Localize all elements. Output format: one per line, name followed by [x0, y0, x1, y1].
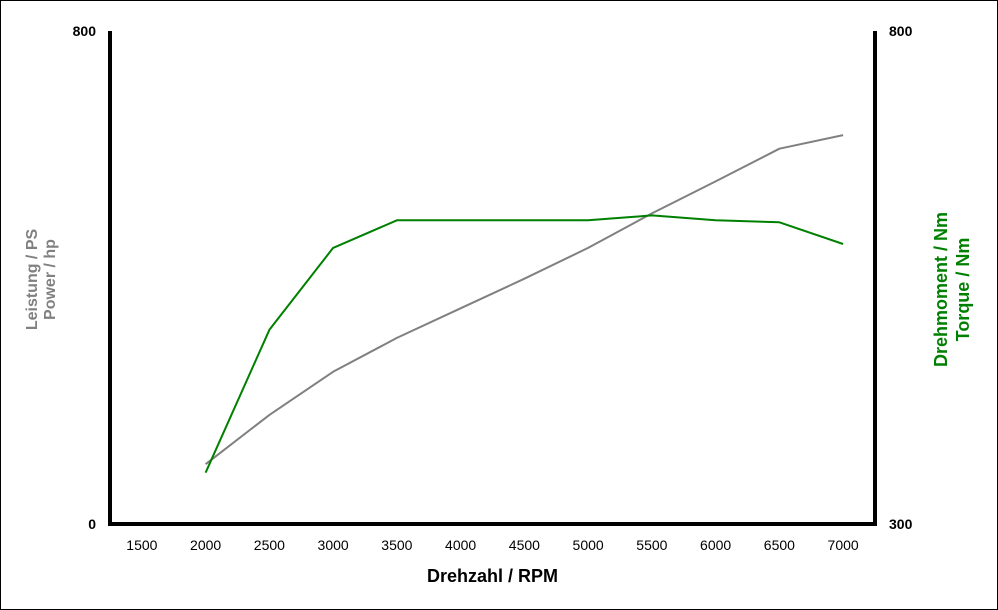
- series-lines: [204, 134, 844, 474]
- right-y-tick-label: 300: [889, 516, 913, 532]
- x-tick-label: 4000: [445, 537, 476, 553]
- x-tick-label: 5000: [573, 537, 604, 553]
- x-tick-label: 3000: [318, 537, 349, 553]
- right-y-tick-labels: 300 800: [889, 23, 913, 532]
- left-y-tick-label: 800: [73, 23, 97, 39]
- left-y-tick-labels: 0 800: [73, 23, 97, 532]
- right-y-tick-label: 800: [889, 23, 913, 39]
- x-axis-title: Drehzahl / RPM: [427, 566, 558, 586]
- x-tick-label: 4500: [509, 537, 540, 553]
- x-tick-label: 3500: [381, 537, 412, 553]
- x-tick-label: 6500: [764, 537, 795, 553]
- right-y-axis-title-line-2: Torque / Nm: [953, 238, 973, 342]
- x-tick-labels: 1500 2000 2500 3000 3500 4000 4500 5000 5500 6000…: [126, 537, 859, 553]
- x-tick-label: 6000: [700, 537, 731, 553]
- left-y-axis-title-line-2: Power / hp: [42, 239, 59, 320]
- power-series-line: [204, 134, 844, 465]
- x-tick-label: 1500: [126, 537, 157, 553]
- x-tick-label: 5500: [636, 537, 667, 553]
- x-tick-label: 2000: [190, 537, 221, 553]
- left-y-tick-label: 0: [88, 516, 96, 532]
- right-y-axis-title: Drehmoment / Nm Torque / Nm: [931, 212, 973, 367]
- torque-series-line: [204, 214, 844, 474]
- x-tick-label: 7000: [828, 537, 859, 553]
- right-y-axis-title-line-1: Drehmoment / Nm: [931, 212, 951, 367]
- left-y-axis-title-line-1: Leistung / PS: [24, 229, 41, 331]
- x-tick-label: 2500: [254, 537, 285, 553]
- axes: [108, 31, 877, 526]
- left-y-axis-title: Leistung / PS Power / hp: [24, 229, 59, 331]
